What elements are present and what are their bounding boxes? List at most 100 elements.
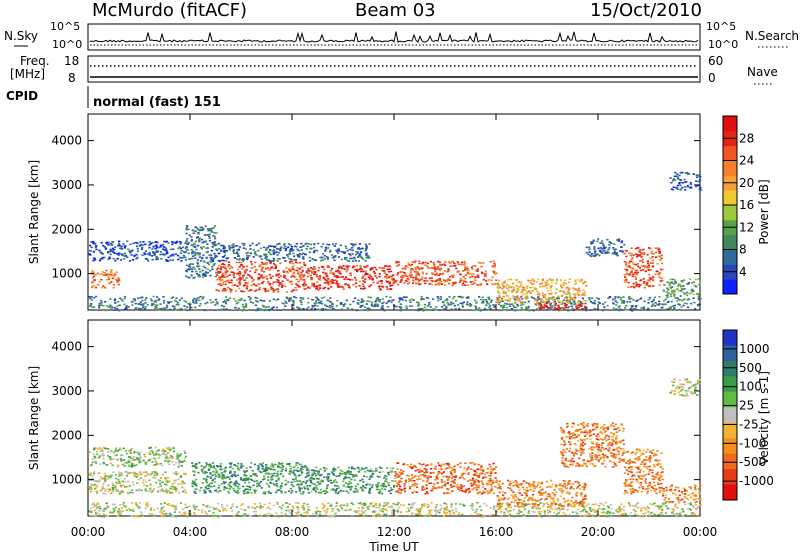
data-cell (268, 284, 271, 286)
data-cell (186, 238, 189, 240)
data-cell (639, 251, 642, 253)
data-cell (139, 451, 142, 454)
data-cell (619, 308, 622, 311)
data-cell (692, 297, 695, 299)
data-cell (198, 268, 201, 271)
data-cell (270, 277, 273, 279)
data-cell (531, 297, 534, 299)
data-cell (563, 302, 567, 305)
data-cell (502, 295, 505, 298)
data-cell (107, 241, 110, 244)
data-cell (629, 272, 632, 275)
data-cell (92, 275, 95, 278)
data-cell (679, 295, 682, 297)
data-cell (505, 509, 508, 512)
data-cell (141, 515, 145, 517)
data-cell (226, 504, 229, 507)
data-cell (164, 478, 167, 481)
data-cell (340, 507, 343, 509)
data-cell (572, 287, 575, 289)
data-cell (272, 306, 275, 308)
data-cell (219, 271, 222, 273)
data-cell (209, 299, 212, 301)
data-cell (90, 510, 93, 512)
data-cell (92, 241, 95, 244)
data-cell (411, 261, 414, 263)
data-cell (614, 509, 618, 512)
data-cell (343, 256, 347, 259)
data-cell (173, 450, 176, 453)
data-cell (118, 253, 121, 255)
data-cell (197, 244, 200, 247)
data-cell (328, 306, 331, 308)
data-cell (357, 299, 360, 301)
data-cell (127, 492, 130, 495)
data-cell (124, 506, 127, 508)
data-cell (418, 513, 421, 516)
data-cell (652, 276, 655, 278)
data-cell (191, 251, 194, 254)
data-cell (194, 254, 197, 257)
data-cell (262, 263, 265, 265)
data-cell (219, 244, 222, 247)
data-cell (391, 284, 394, 287)
noise-panel-frame (87, 23, 701, 51)
data-cell (459, 277, 462, 280)
data-cell (169, 455, 172, 457)
data-cell (609, 241, 612, 244)
data-cell (649, 257, 652, 260)
data-cell (457, 270, 460, 273)
data-cell (543, 296, 546, 298)
data-cell (165, 455, 168, 458)
data-cell (138, 244, 142, 247)
data-cell (232, 243, 235, 245)
data-cell (120, 459, 123, 462)
data-cell (320, 300, 323, 303)
data-cell (658, 272, 661, 274)
data-cell (139, 241, 142, 243)
data-cell (210, 301, 213, 304)
data-cell (193, 302, 196, 304)
data-cell (290, 260, 293, 263)
data-cell (366, 257, 370, 259)
data-cell (298, 262, 302, 264)
data-cell (98, 304, 101, 307)
data-cell (271, 245, 274, 248)
data-cell (128, 260, 132, 262)
data-cell (577, 291, 580, 294)
data-cell (118, 480, 121, 483)
data-cell (563, 299, 566, 302)
data-cell (482, 301, 485, 303)
data-cell (609, 504, 612, 506)
data-cell (661, 306, 664, 309)
data-cell (125, 475, 129, 477)
data-cell (307, 267, 310, 270)
data-cell (474, 511, 477, 514)
data-cell (536, 302, 539, 304)
data-cell (650, 252, 653, 255)
freq-tick-high: 18 (64, 54, 79, 68)
data-cell (93, 306, 96, 308)
data-cell (195, 227, 199, 229)
data-cell (383, 513, 386, 516)
data-cell (292, 275, 295, 278)
data-cell (114, 484, 117, 487)
data-cell (373, 304, 377, 306)
data-cell (230, 271, 233, 273)
data-cell (439, 508, 442, 511)
data-cell (485, 298, 488, 301)
data-cell (658, 300, 661, 303)
data-cell (548, 509, 551, 512)
data-cell (603, 247, 606, 249)
data-cell (396, 509, 399, 511)
data-cell (185, 275, 188, 278)
data-cell (335, 502, 338, 504)
data-cell (273, 249, 276, 251)
data-cell (108, 488, 112, 491)
data-cell (632, 254, 635, 256)
data-cell (554, 304, 557, 306)
data-cell (198, 305, 201, 307)
data-cell (625, 278, 628, 281)
data-cell (385, 276, 389, 279)
data-cell (567, 309, 570, 312)
